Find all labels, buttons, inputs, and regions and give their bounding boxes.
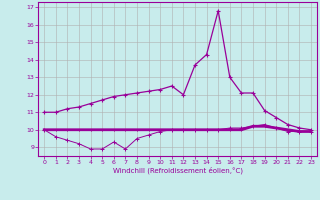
X-axis label: Windchill (Refroidissement éolien,°C): Windchill (Refroidissement éolien,°C): [113, 167, 243, 174]
